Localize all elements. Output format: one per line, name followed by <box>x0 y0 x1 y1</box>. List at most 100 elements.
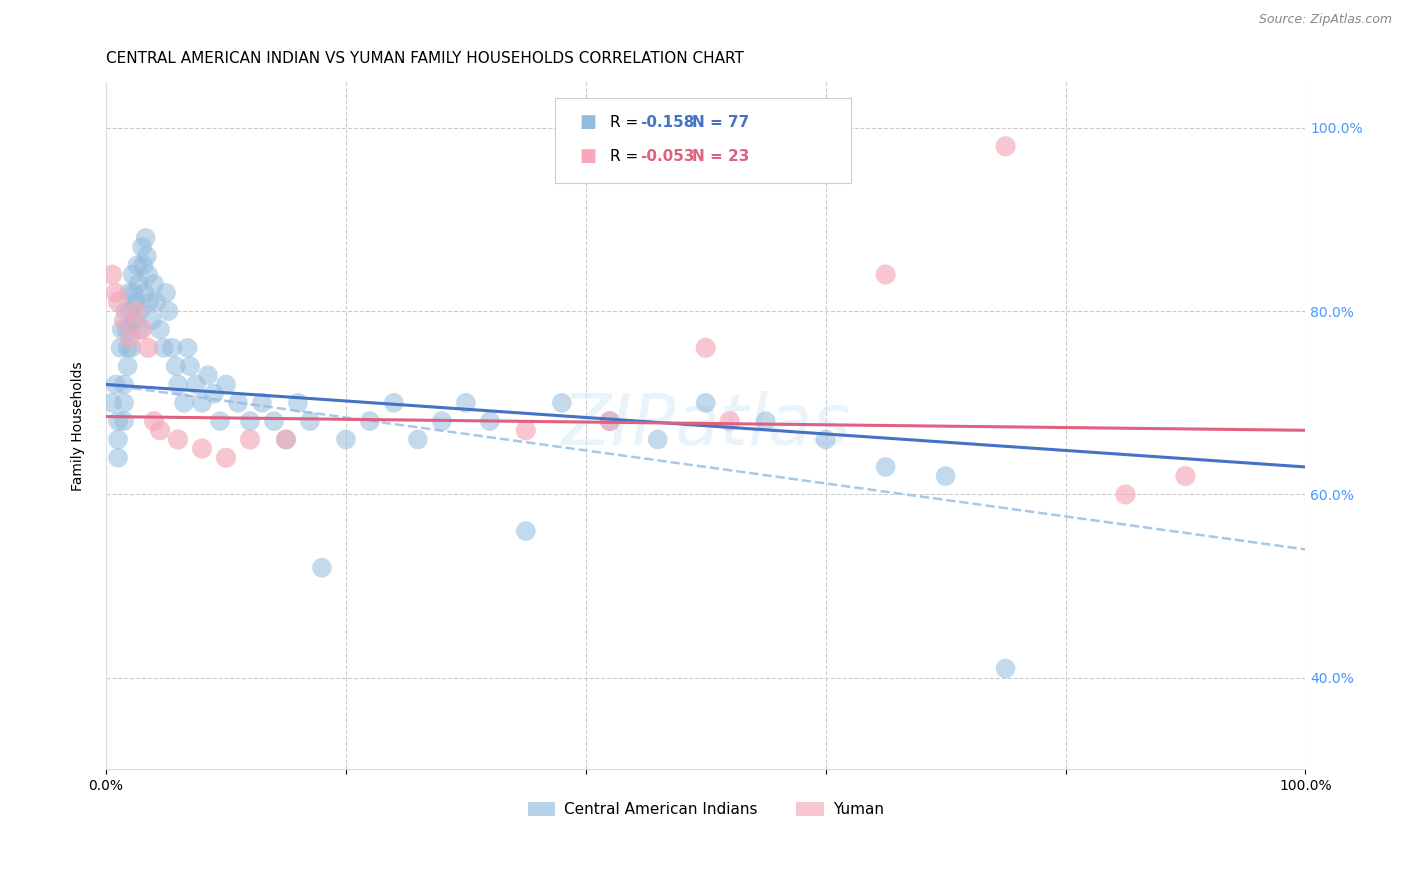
Text: N = 77: N = 77 <box>692 115 749 129</box>
Point <box>551 396 574 410</box>
Point <box>107 433 129 447</box>
Point <box>149 322 172 336</box>
Text: R =: R = <box>610 115 644 129</box>
Point <box>599 414 621 428</box>
Point <box>138 295 160 310</box>
Text: ■: ■ <box>579 113 596 131</box>
Point <box>167 433 190 447</box>
Point <box>599 414 621 428</box>
Point <box>478 414 501 428</box>
Point <box>112 396 135 410</box>
Point <box>191 396 214 410</box>
Point <box>120 332 142 346</box>
Point <box>115 322 138 336</box>
Point <box>191 442 214 456</box>
Point <box>107 295 129 310</box>
Point <box>117 341 139 355</box>
Point <box>1114 487 1136 501</box>
Point <box>311 560 333 574</box>
Point <box>131 240 153 254</box>
Point <box>994 661 1017 675</box>
Point <box>122 285 145 300</box>
Point <box>179 359 201 373</box>
Point <box>647 433 669 447</box>
Y-axis label: Family Households: Family Households <box>72 361 86 491</box>
Point <box>454 396 477 410</box>
Point <box>197 368 219 383</box>
Point <box>127 277 149 291</box>
Text: ZIPatlas: ZIPatlas <box>561 392 851 460</box>
Point <box>124 313 146 327</box>
Point <box>695 341 717 355</box>
Point <box>104 285 127 300</box>
Point <box>132 259 155 273</box>
Point <box>160 341 183 355</box>
Point <box>176 341 198 355</box>
Point <box>136 341 159 355</box>
Point <box>287 396 309 410</box>
Point <box>167 377 190 392</box>
Point <box>101 396 124 410</box>
Point <box>125 304 148 318</box>
Point <box>149 423 172 437</box>
Point <box>157 304 180 318</box>
Point <box>335 433 357 447</box>
Point <box>875 459 897 474</box>
Point <box>131 322 153 336</box>
Point <box>359 414 381 428</box>
Point <box>382 396 405 410</box>
Point <box>143 277 166 291</box>
Legend: Central American Indians, Yuman: Central American Indians, Yuman <box>522 797 890 823</box>
Point <box>155 285 177 300</box>
Point <box>718 414 741 428</box>
Point <box>298 414 321 428</box>
Point <box>135 249 157 263</box>
Point <box>239 414 262 428</box>
Point <box>101 268 124 282</box>
Point <box>145 295 167 310</box>
Point <box>107 450 129 465</box>
Point <box>143 414 166 428</box>
Point <box>165 359 187 373</box>
Point <box>125 295 148 310</box>
Point <box>134 285 156 300</box>
Point <box>117 359 139 373</box>
Point <box>111 322 134 336</box>
Point <box>135 231 157 245</box>
Point <box>127 259 149 273</box>
Point <box>814 433 837 447</box>
Text: N = 23: N = 23 <box>692 149 749 163</box>
Text: -0.158: -0.158 <box>640 115 695 129</box>
Point <box>406 433 429 447</box>
Point <box>118 285 141 300</box>
Point <box>152 341 174 355</box>
Point <box>430 414 453 428</box>
Point <box>120 322 142 336</box>
Point <box>755 414 778 428</box>
Point <box>112 377 135 392</box>
Point <box>226 396 249 410</box>
Point <box>107 414 129 428</box>
Point <box>875 268 897 282</box>
Point <box>250 396 273 410</box>
Point <box>114 304 136 318</box>
Point <box>935 469 957 483</box>
Point <box>121 268 143 282</box>
Point <box>141 313 163 327</box>
Point <box>215 450 238 465</box>
Point <box>1174 469 1197 483</box>
Point <box>274 433 297 447</box>
Point <box>274 433 297 447</box>
Point <box>515 524 537 538</box>
Text: CENTRAL AMERICAN INDIAN VS YUMAN FAMILY HOUSEHOLDS CORRELATION CHART: CENTRAL AMERICAN INDIAN VS YUMAN FAMILY … <box>105 51 744 66</box>
Point <box>173 396 195 410</box>
Point <box>112 313 135 327</box>
Point <box>994 139 1017 153</box>
Point <box>110 341 132 355</box>
Point <box>128 322 150 336</box>
Text: R =: R = <box>610 149 644 163</box>
Point <box>120 304 142 318</box>
Point <box>202 386 225 401</box>
Point <box>112 414 135 428</box>
Point <box>120 341 142 355</box>
